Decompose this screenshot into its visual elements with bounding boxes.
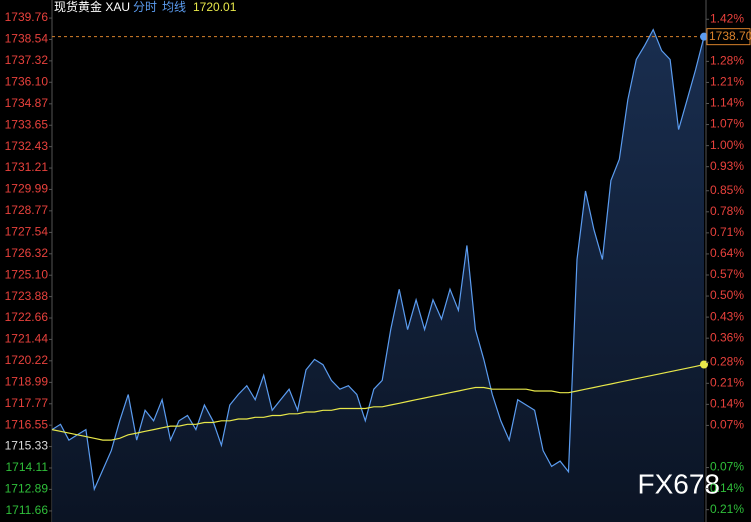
price-line xyxy=(51,28,705,492)
y2-tick-label: 0.50% xyxy=(710,288,744,302)
y2-tick-label: 0.93% xyxy=(710,159,744,173)
header-title: 现货黄金 XAU xyxy=(54,0,130,14)
y-tick-label: 1728.77 xyxy=(5,203,49,217)
y2-tick-label: 1.42% xyxy=(710,11,744,25)
y-tick-label: 1726.32 xyxy=(5,246,49,260)
y-tick-label: 1729.99 xyxy=(5,182,49,196)
y2-tick-label: 0.43% xyxy=(710,309,744,323)
last-point xyxy=(700,360,708,369)
current-price-label: 1738.70 xyxy=(709,29,751,43)
y-tick-label: 1716.55 xyxy=(5,417,49,431)
y2-tick-label: 1.07% xyxy=(710,117,744,131)
y2-tick-label: 0.78% xyxy=(710,204,744,218)
y2-tick-label: 0.07% xyxy=(710,418,744,432)
last-point xyxy=(700,32,708,41)
y-tick-label: 1711.66 xyxy=(6,503,49,517)
y-tick-label: 1737.32 xyxy=(5,53,49,67)
y2-tick-label: 1.00% xyxy=(710,138,744,152)
y-tick-label: 1717.77 xyxy=(5,396,49,410)
y-tick-label: 1721.44 xyxy=(5,332,49,346)
average-line xyxy=(51,363,705,441)
y2-tick-label: 0.57% xyxy=(710,267,744,281)
watermark: FX678 xyxy=(638,468,721,499)
y2-tick-label: 1.21% xyxy=(710,75,744,89)
y2-tick-label: 1.28% xyxy=(710,54,744,68)
y-tick-label: 1733.65 xyxy=(5,117,49,131)
y-tick-label: 1736.10 xyxy=(5,74,49,88)
plot xyxy=(51,28,708,522)
y2-tick-label: 1.14% xyxy=(710,96,744,110)
y2-tick-label: 0.64% xyxy=(710,246,744,260)
legend-average: 均线 xyxy=(162,0,186,14)
y-tick-label: 1720.22 xyxy=(5,353,49,367)
average-current: 1720.01 xyxy=(193,0,237,14)
y-tick-label: 1722.66 xyxy=(5,310,49,324)
y2-tick-label: 0.21% xyxy=(710,375,744,389)
y-tick-label: 1732.43 xyxy=(5,139,49,153)
y-tick-label: 1731.21 xyxy=(5,160,49,174)
y-tick-label: 1738.54 xyxy=(5,32,49,46)
y-tick-label: 1715.33 xyxy=(5,439,49,453)
current-price-box xyxy=(706,28,751,46)
y2-tick-label: 0.85% xyxy=(710,183,744,197)
y2-tick-label: 0.21% xyxy=(710,502,744,516)
y2-tick-label: 0.36% xyxy=(710,330,744,344)
y-tick-label: 1723.88 xyxy=(5,289,49,303)
y-tick-label: 1727.54 xyxy=(5,225,49,239)
price-area xyxy=(52,29,704,522)
y2-tick-label: 0.14% xyxy=(710,481,744,495)
y-tick-label: 1725.10 xyxy=(5,267,49,281)
y2-tick-label: 0.14% xyxy=(710,397,744,411)
y-tick-label: 1712.89 xyxy=(5,482,49,496)
y-tick-label: 1734.87 xyxy=(5,96,49,110)
legend-price: 分时 xyxy=(133,0,157,14)
y2-tick-label: 0.71% xyxy=(710,225,744,239)
y2-tick-label: 0.07% xyxy=(710,460,744,474)
y-tick-label: 1714.11 xyxy=(6,460,49,474)
y2-tick-label: 0.28% xyxy=(710,354,744,368)
y-tick-label: 1718.99 xyxy=(5,375,49,389)
y-tick-label: 1739.76 xyxy=(5,10,49,24)
